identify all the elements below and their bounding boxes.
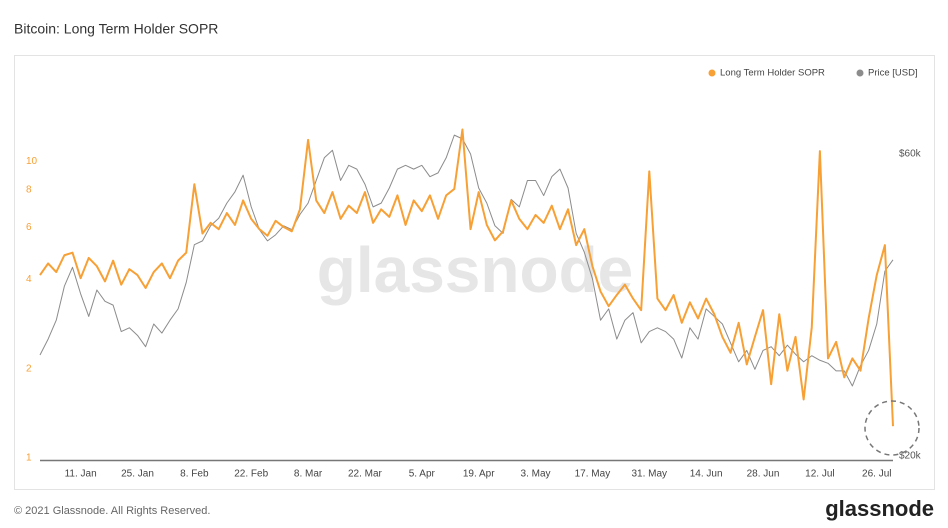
plot-area: 1 2 4 6 8 10 $20k $60k 11. Jan 25. Jan 8. Feb 22. F…: [26, 128, 922, 480]
x-tick-label: 28. Jun: [747, 469, 780, 480]
legend-swatch: [856, 69, 864, 77]
watermark: glassnode: [317, 234, 634, 306]
x-tick-label: 8. Feb: [180, 469, 209, 480]
legend-label: Price [USD]: [868, 68, 918, 79]
legend-swatch: [708, 69, 716, 77]
x-tick-label: 12. Jul: [805, 469, 834, 480]
x-tick-label: 26. Jul: [862, 469, 891, 480]
x-tick-label: 31. May: [631, 469, 667, 480]
chart-title: Bitcoin: Long Term Holder SOPR: [14, 21, 218, 37]
x-tick-label: 14. Jun: [690, 469, 723, 480]
y2-tick-label: $60k: [899, 148, 922, 159]
copyright: © 2021 Glassnode. All Rights Reserved.: [14, 505, 210, 517]
legend: Long Term Holder SOPR Price [USD]: [708, 68, 918, 79]
y-tick-label: 2: [26, 363, 32, 374]
y-tick-label: 10: [26, 156, 38, 167]
y-tick-label: 6: [26, 222, 32, 233]
y-tick-label: 4: [26, 274, 32, 285]
y-tick-label: 8: [26, 185, 32, 196]
x-tick-label: 5. Apr: [409, 469, 436, 480]
logo: glassnode: [825, 496, 934, 521]
x-tick-label: 19. Apr: [463, 469, 495, 480]
series-line: [39, 128, 894, 427]
x-tick-label: 25. Jan: [121, 469, 154, 480]
y2-tick-label: $20k: [899, 451, 922, 462]
x-tick-label: 3. May: [521, 469, 551, 480]
series-line: [39, 134, 894, 387]
x-tick-label: 11. Jan: [65, 469, 97, 480]
x-tick-label: 17. May: [575, 469, 611, 480]
y-tick-label: 1: [26, 453, 32, 464]
x-tick-label: 22. Mar: [348, 469, 383, 480]
highlight-circle: [864, 400, 920, 456]
legend-label: Long Term Holder SOPR: [720, 68, 825, 79]
x-tick-label: 22. Feb: [234, 469, 268, 480]
x-tick-label: 8. Mar: [294, 469, 323, 480]
